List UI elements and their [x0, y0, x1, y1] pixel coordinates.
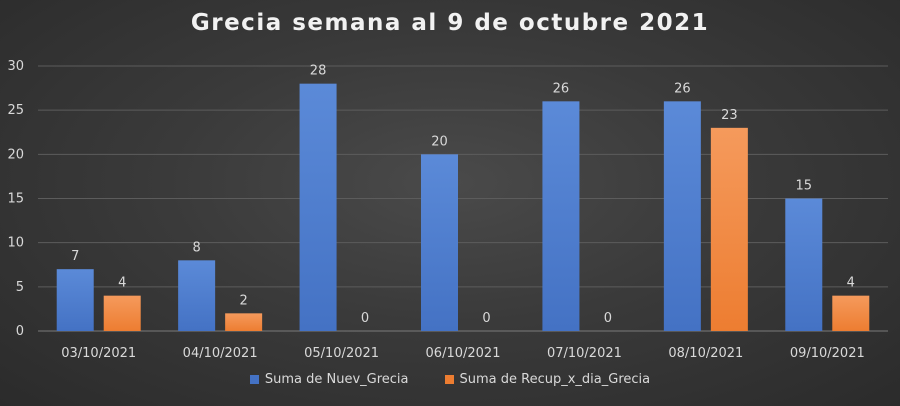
x-tick-label: 05/10/2021 [304, 346, 379, 361]
legend-swatch-nuev [249, 375, 259, 384]
x-tick-label: 06/10/2021 [426, 346, 501, 361]
y-tick-label: 30 [7, 59, 24, 74]
x-tick-label: 07/10/2021 [547, 346, 622, 361]
y-tick-label: 10 [7, 236, 24, 251]
data-label: 0 [361, 311, 369, 326]
bar-recup [103, 295, 141, 331]
bar-recup [710, 127, 748, 331]
bar-recup [225, 313, 263, 331]
data-label: 0 [604, 311, 612, 326]
data-label: 2 [240, 293, 248, 308]
bar-nuev [178, 260, 216, 331]
bar-nuev [785, 198, 823, 331]
data-label: 15 [796, 179, 813, 194]
bar-chart: 0 5 10 15 20 25 30 7 4 03/10/2021 8 2 04/10/2021 28 0 0… [7, 59, 888, 361]
legend-item-nuev: Suma de Nuev_Grecia [249, 372, 409, 387]
data-label: 26 [553, 81, 570, 96]
data-label: 26 [674, 81, 691, 96]
chart-title: Grecia semana al 9 de octubre 2021 [190, 10, 710, 36]
data-label: 4 [847, 276, 855, 291]
data-label: 4 [118, 276, 126, 291]
bar-nuev [421, 154, 458, 331]
y-tick-label: 20 [7, 147, 24, 162]
y-tick-label: 25 [7, 103, 24, 118]
bar-nuev [56, 269, 94, 331]
legend-label-recup: Suma de Recup_x_dia_Grecia [459, 372, 651, 387]
data-label: 23 [721, 108, 738, 123]
bar-nuev [542, 101, 580, 331]
legend-swatch-recup [444, 375, 454, 384]
legend-item-recup: Suma de Recup_x_dia_Grecia [444, 372, 651, 387]
y-tick-label: 0 [16, 324, 24, 339]
bar-nuev [299, 83, 337, 332]
x-tick-label: 09/10/2021 [790, 346, 865, 361]
bar-nuev [663, 101, 701, 331]
data-label: 20 [431, 134, 448, 149]
y-tick-label: 5 [16, 280, 24, 295]
y-tick-label: 15 [7, 192, 24, 207]
data-label: 7 [71, 249, 79, 264]
legend: Suma de Nuev_Grecia Suma de Recup_x_dia_… [0, 372, 900, 387]
data-label: 0 [482, 311, 490, 326]
x-tick-label: 08/10/2021 [668, 346, 743, 361]
legend-label-nuev: Suma de Nuev_Grecia [264, 372, 409, 387]
data-label: 28 [310, 64, 327, 79]
bar-recup [832, 295, 870, 331]
data-label: 8 [193, 240, 201, 255]
x-tick-label: 03/10/2021 [61, 346, 136, 361]
x-tick-label: 04/10/2021 [183, 346, 258, 361]
